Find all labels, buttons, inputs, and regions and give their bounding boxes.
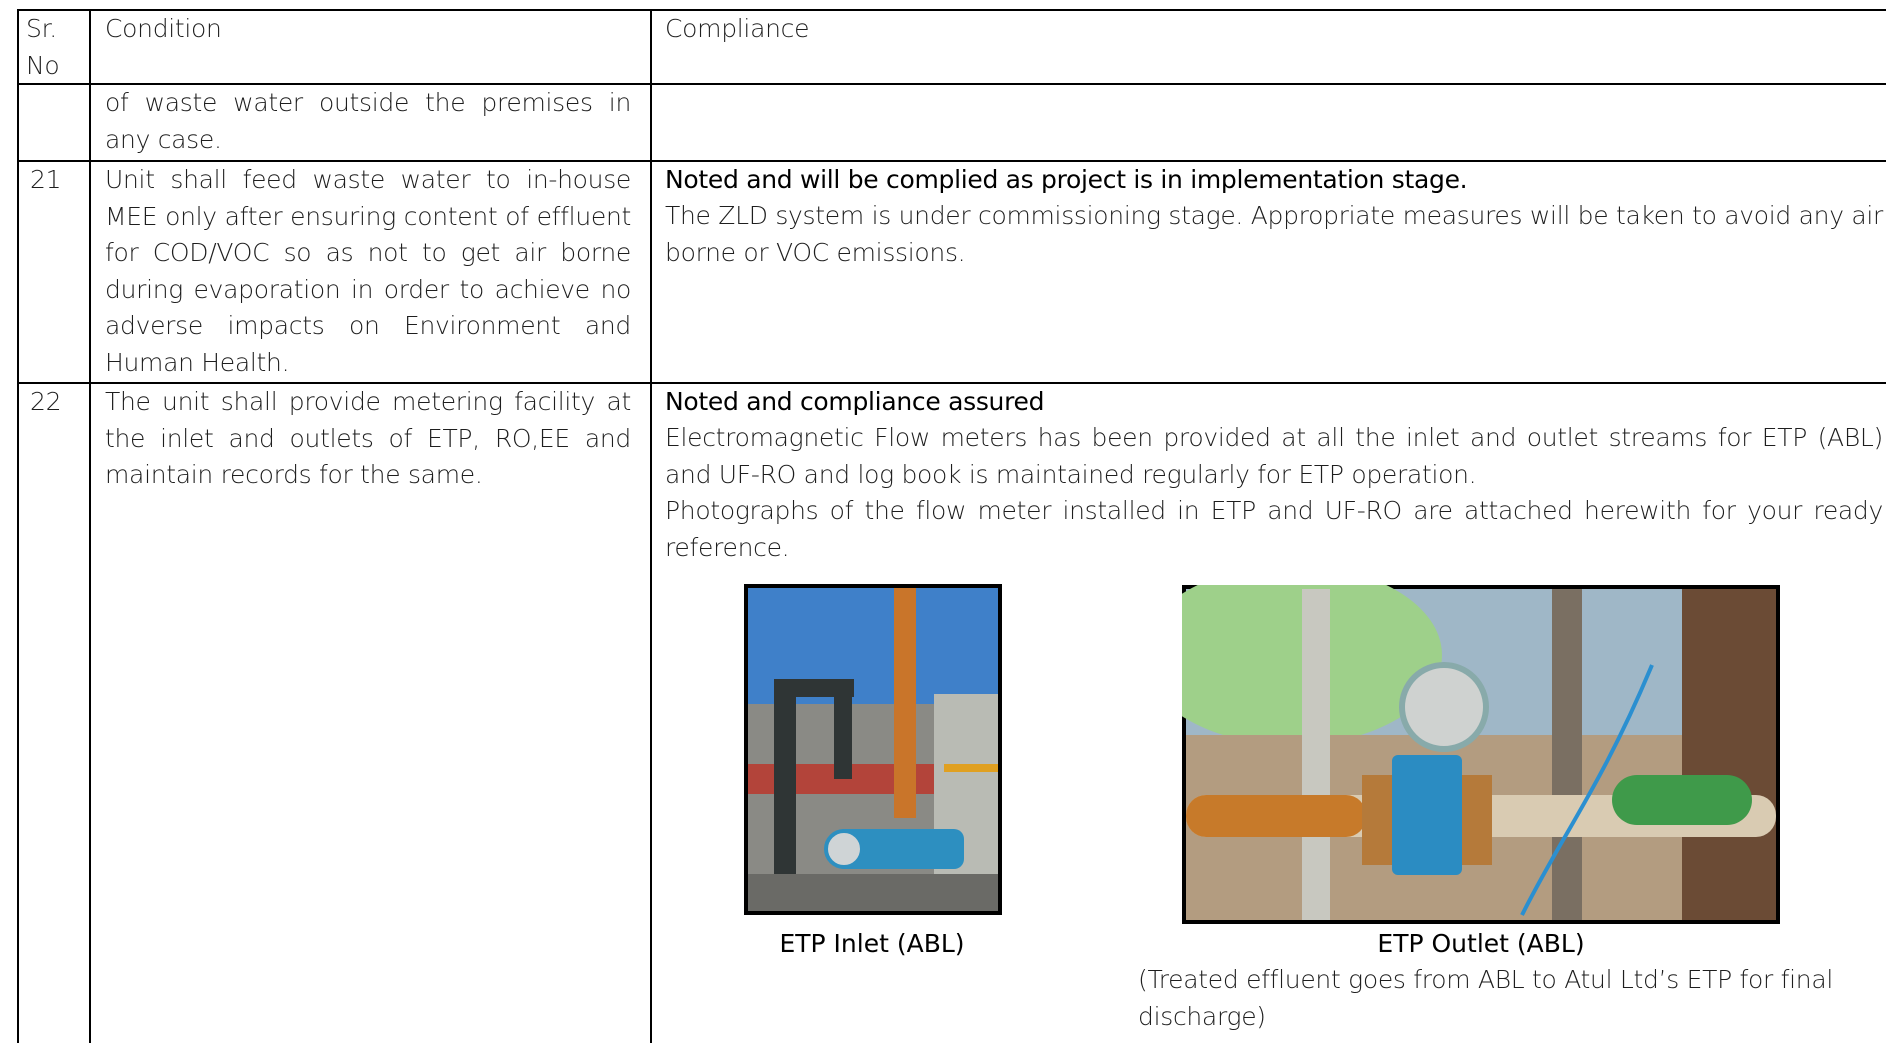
sr-no: 22	[30, 387, 62, 416]
figure-note: (Treated effluent goes from ABL to Atul …	[1138, 965, 1833, 1031]
header-compliance: Compliance	[665, 14, 810, 43]
header-condition: Condition	[105, 14, 222, 43]
border	[17, 9, 19, 1043]
figure-caption: ETP Outlet (ABL)	[1377, 929, 1585, 958]
border	[650, 9, 652, 1043]
figure-caption: ETP Inlet (ABL)	[779, 929, 965, 958]
condition: of waste water outside the premises in a…	[105, 88, 631, 154]
border	[17, 83, 1886, 85]
border	[17, 9, 1886, 11]
compliance-heading: Noted and will be complied as project is…	[665, 165, 1468, 194]
condition: Unit shall feed waste water to in-house …	[105, 165, 631, 377]
compliance-text: Photographs of the flow meter installed …	[665, 496, 1883, 562]
photo-etp-outlet	[1182, 585, 1780, 924]
compliance-heading: Noted and compliance assured	[665, 387, 1045, 416]
condition: The unit shall provide metering facility…	[105, 387, 631, 489]
photo-etp-inlet	[744, 584, 1002, 915]
border	[17, 160, 1886, 162]
border	[89, 9, 91, 1043]
compliance-text: The ZLD system is under commissioning st…	[665, 201, 1883, 267]
header-sr: Sr. No	[26, 14, 60, 80]
sr-no: 21	[30, 165, 62, 194]
compliance-text: Electromagnetic Flow meters has been pro…	[665, 423, 1883, 489]
border	[17, 382, 1886, 384]
